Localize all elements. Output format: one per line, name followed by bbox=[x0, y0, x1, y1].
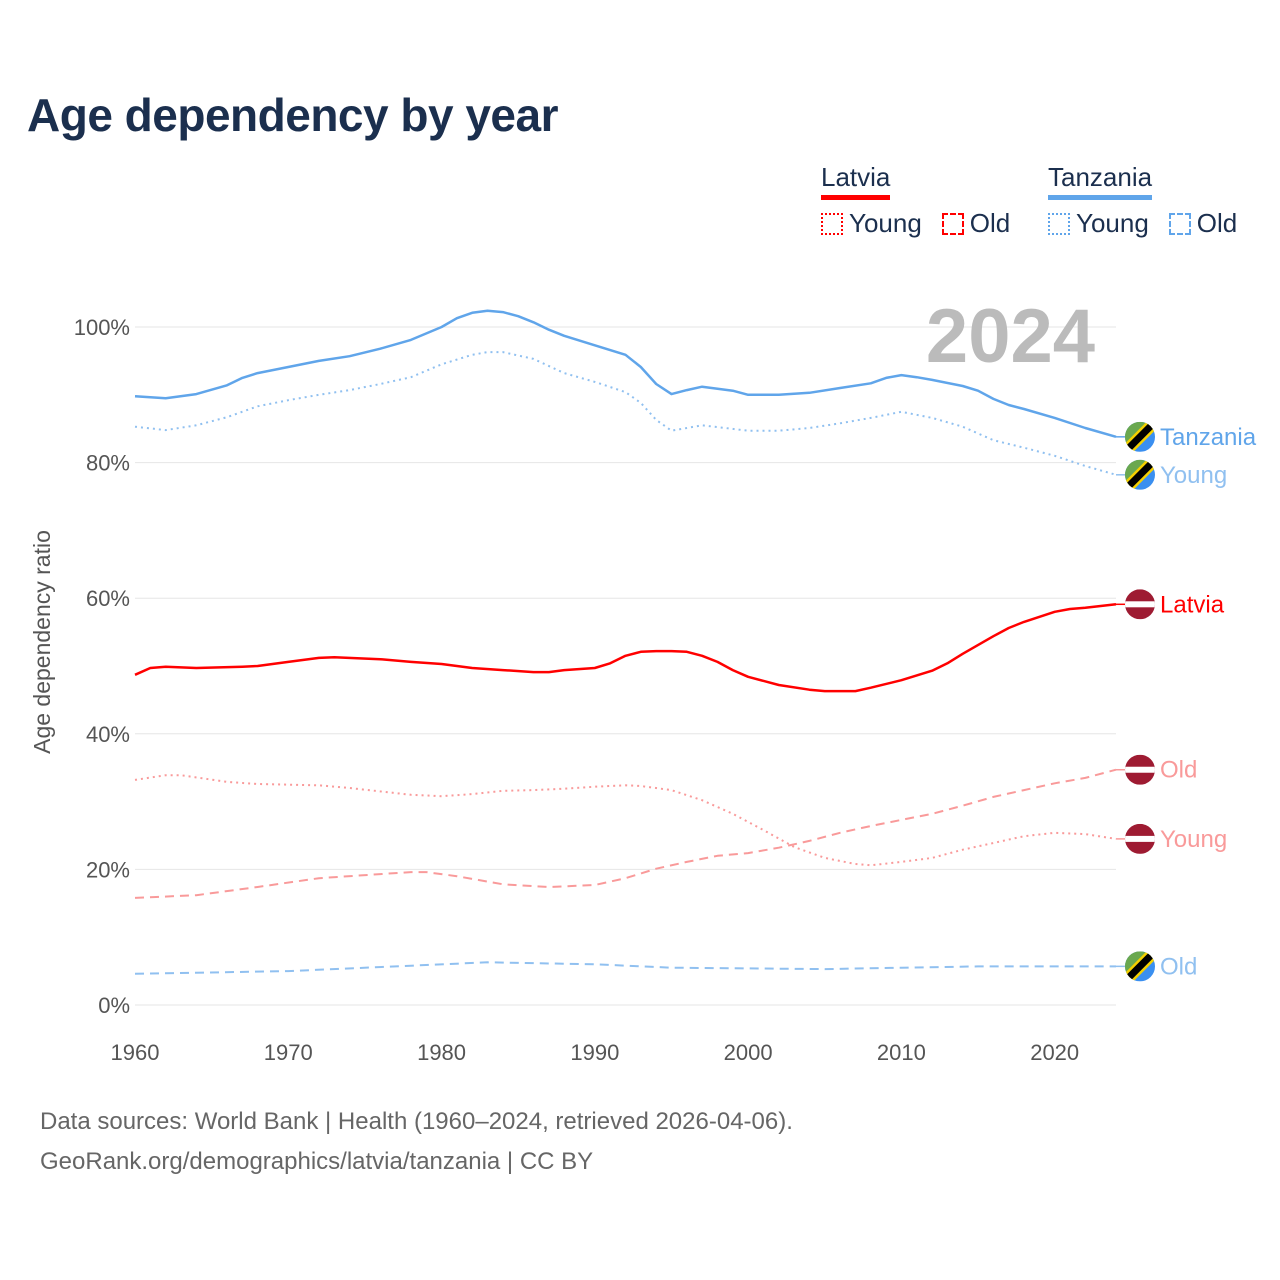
series-end-label: Old bbox=[1160, 757, 1197, 784]
latvia-flag-icon bbox=[1125, 589, 1155, 620]
y-tick-label: 100% bbox=[74, 315, 130, 340]
series-line-latvia-old[interactable] bbox=[134, 768, 1117, 899]
x-tick-label: 1990 bbox=[570, 1040, 619, 1065]
y-tick-label: 60% bbox=[86, 586, 130, 611]
legend-label: Old bbox=[1196, 208, 1238, 238]
series-end-label: Young bbox=[1160, 826, 1227, 853]
legend-country-latvia[interactable]: Latvia bbox=[821, 162, 891, 200]
x-tick-label: 1970 bbox=[264, 1040, 313, 1065]
series-line-latvia-young[interactable] bbox=[134, 774, 1117, 867]
y-tick-label: 0% bbox=[98, 993, 130, 1018]
legend-item-latvia-young[interactable]: Young bbox=[821, 208, 922, 239]
series-end-label: Tanzania bbox=[1160, 424, 1257, 451]
series-end-label: Young bbox=[1160, 462, 1227, 489]
series-end-label: Old bbox=[1160, 953, 1197, 980]
series-line-tanzania-old[interactable] bbox=[134, 961, 1116, 975]
dashed-swatch-icon bbox=[941, 212, 964, 235]
footer-link[interactable]: GeoRank.org/demographics/latvia/tanzania… bbox=[40, 1148, 594, 1175]
series-line-latvia[interactable] bbox=[134, 603, 1117, 693]
latvia-flag-icon bbox=[1125, 823, 1155, 854]
legend-item-tanzania-young[interactable]: Young bbox=[1048, 208, 1149, 239]
tanzania-flag-icon bbox=[1125, 459, 1155, 490]
tanzania-flag-icon bbox=[1125, 421, 1155, 452]
x-tick-label: 1980 bbox=[417, 1040, 466, 1065]
legend-label: Young bbox=[849, 208, 922, 238]
legend-item-tanzania-old[interactable]: Old bbox=[1168, 208, 1238, 239]
x-tick-label: 2000 bbox=[724, 1040, 773, 1065]
x-tick-label: 2020 bbox=[1030, 1040, 1079, 1065]
series-line-tanzania[interactable] bbox=[134, 309, 1117, 439]
legend-label: Young bbox=[1076, 208, 1149, 238]
dashed-swatch-icon bbox=[1168, 212, 1191, 235]
footer-sources: Data sources: World Bank | Health (1960–… bbox=[40, 1108, 793, 1135]
latvia-flag-icon bbox=[1125, 754, 1155, 785]
chart-title: Age dependency by year bbox=[27, 89, 558, 141]
x-tick-label: 1960 bbox=[111, 1040, 160, 1065]
legend-item-latvia-old[interactable]: Old bbox=[941, 208, 1011, 239]
series-end-label: Latvia bbox=[1160, 591, 1225, 618]
year-watermark: 2024 bbox=[926, 294, 1095, 379]
legend-tanzania: Tanzania Young Old bbox=[1048, 162, 1249, 239]
dotted-swatch-icon bbox=[821, 212, 843, 235]
legend-label: Old bbox=[969, 208, 1011, 238]
y-axis-label: Age dependency ratio bbox=[29, 530, 55, 754]
y-tick-label: 20% bbox=[86, 857, 130, 882]
y-tick-label: 40% bbox=[86, 722, 130, 747]
x-tick-label: 2010 bbox=[877, 1040, 926, 1065]
y-tick-label: 80% bbox=[86, 451, 130, 476]
legend-country-tanzania[interactable]: Tanzania bbox=[1048, 162, 1153, 200]
tanzania-flag-icon bbox=[1125, 951, 1155, 982]
dotted-swatch-icon bbox=[1048, 212, 1070, 235]
legend-latvia: Latvia Young Old bbox=[821, 162, 1022, 239]
